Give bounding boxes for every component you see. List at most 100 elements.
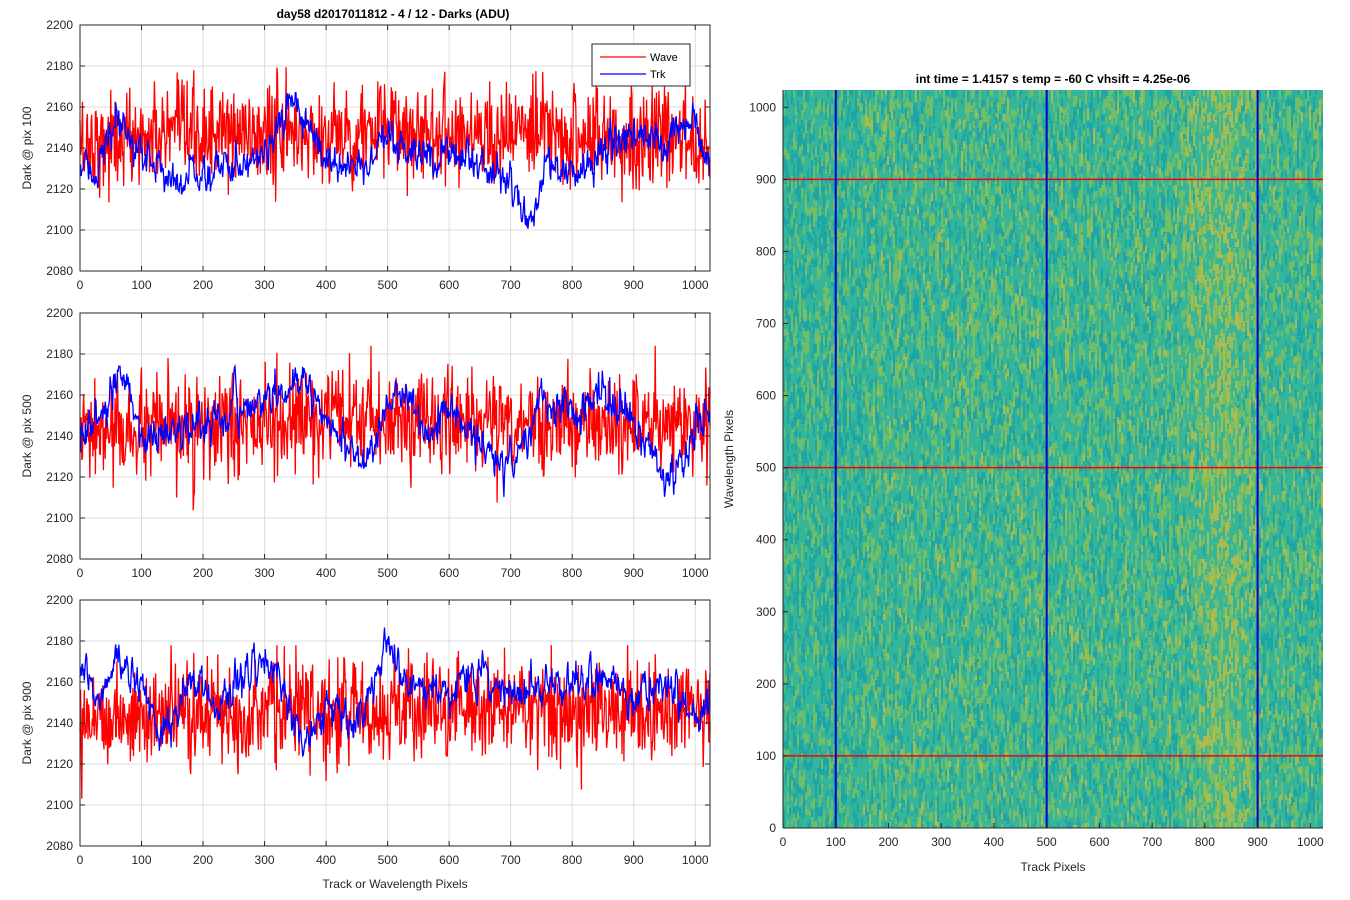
heatmap-cell — [785, 281, 787, 293]
heatmap-cell — [865, 696, 867, 710]
heatmap-cell — [843, 824, 845, 828]
heatmap-cell — [833, 634, 835, 642]
heatmap-cell — [903, 247, 905, 252]
heatmap-cell — [903, 342, 905, 355]
heatmap-cell — [883, 574, 885, 578]
heatmap-cell — [869, 171, 871, 179]
heatmap-cell — [795, 169, 797, 178]
heatmap-cell — [815, 376, 817, 387]
heatmap-cell — [821, 129, 823, 135]
heatmap-cell — [879, 478, 881, 485]
heatmap-cell — [813, 98, 815, 105]
heatmap-cell — [883, 420, 885, 434]
heatmap-cell — [807, 122, 809, 131]
heatmap-cell — [803, 509, 805, 521]
heatmap-cell — [851, 665, 853, 670]
heatmap-cell — [865, 764, 867, 774]
heatmap-cell — [829, 183, 831, 193]
heatmap-cell — [839, 824, 841, 828]
heatmap-cell — [799, 323, 801, 332]
heatmap-cell — [785, 227, 787, 231]
heatmap-cell — [849, 345, 851, 356]
heatmap-cell — [903, 527, 905, 534]
heatmap-cell — [799, 111, 801, 118]
heatmap-cell — [895, 195, 897, 207]
heatmap-cell — [821, 596, 823, 605]
heatmap-cell — [833, 627, 835, 632]
heatmap-cell — [833, 102, 835, 112]
heatmap-cell — [823, 587, 825, 593]
heatmap-cell — [903, 121, 905, 130]
heatmap-cell — [839, 539, 841, 543]
heatmap-cell — [889, 229, 891, 237]
heatmap-cell — [895, 554, 897, 566]
heatmap-cell — [839, 662, 841, 667]
heatmap-cell — [785, 467, 787, 482]
heatmap-cell — [863, 434, 865, 440]
heatmap-cell — [793, 788, 795, 794]
heatmap-cell — [807, 536, 809, 540]
heatmap-cell — [873, 649, 875, 657]
heatmap-cell — [851, 414, 853, 428]
heatmap-cell — [865, 277, 867, 289]
heatmap-cell — [891, 291, 893, 298]
heatmap-cell — [875, 357, 877, 362]
heatmap-cell — [885, 241, 887, 252]
heatmap-cell — [893, 227, 895, 231]
heatmap-cell — [851, 568, 853, 574]
heatmap-cell — [873, 407, 875, 417]
heatmap-cell — [885, 579, 887, 587]
heatmap-cell — [851, 530, 853, 534]
heatmap-cell — [839, 314, 841, 323]
heatmap-cell — [881, 633, 883, 639]
heatmap-cell — [801, 396, 803, 403]
heatmap-cell — [887, 337, 889, 341]
heatmap-cell — [899, 400, 901, 409]
heatmap-cell — [899, 364, 901, 370]
heatmap-cell — [833, 311, 835, 316]
heatmap-cell — [807, 655, 809, 659]
heatmap-cell — [859, 658, 861, 667]
heatmap-cell — [885, 299, 887, 308]
heatmap-cell — [817, 514, 819, 521]
heatmap-cell — [887, 129, 889, 139]
heatmap-cell — [897, 544, 899, 550]
heatmap-cell — [799, 500, 801, 517]
heatmap-cell — [823, 823, 825, 828]
heatmap-cell — [831, 655, 833, 665]
heatmap-cell — [883, 226, 885, 231]
heatmap-cell — [803, 760, 805, 768]
heatmap-cell — [787, 717, 789, 726]
heatmap-cell — [795, 454, 797, 462]
heatmap-cell — [839, 189, 841, 197]
heatmap-cell — [889, 90, 891, 95]
heatmap-cell — [805, 627, 807, 638]
heatmap-cell — [885, 620, 887, 628]
heatmap-cell — [891, 304, 893, 308]
heatmap-cell — [865, 155, 867, 163]
heatmap-cell — [893, 139, 895, 146]
heatmap-cell — [875, 445, 877, 451]
x-tick-label: 400 — [316, 853, 336, 867]
heatmap-cell — [863, 424, 865, 429]
heatmap-cell — [865, 181, 867, 185]
heatmap-cell — [865, 518, 867, 527]
heatmap-cell — [815, 320, 817, 328]
heatmap-cell — [855, 123, 857, 130]
heatmap-cell — [853, 189, 855, 196]
heatmap-cell — [901, 123, 903, 128]
heatmap-cell — [853, 576, 855, 584]
heatmap-cell — [853, 665, 855, 670]
heatmap-cell — [797, 409, 799, 420]
x-tick-label: 600 — [439, 853, 459, 867]
heatmap-cell — [857, 297, 859, 311]
heatmap-cell — [791, 693, 793, 700]
heatmap-cell — [789, 108, 791, 117]
heatmap-cell — [861, 257, 863, 269]
heatmap-cell — [897, 696, 899, 700]
heatmap-cell — [869, 253, 871, 264]
heatmap-cell — [803, 734, 805, 739]
heatmap-cell — [865, 797, 867, 811]
heatmap-cell — [825, 101, 827, 108]
heatmap-cell — [827, 701, 829, 708]
